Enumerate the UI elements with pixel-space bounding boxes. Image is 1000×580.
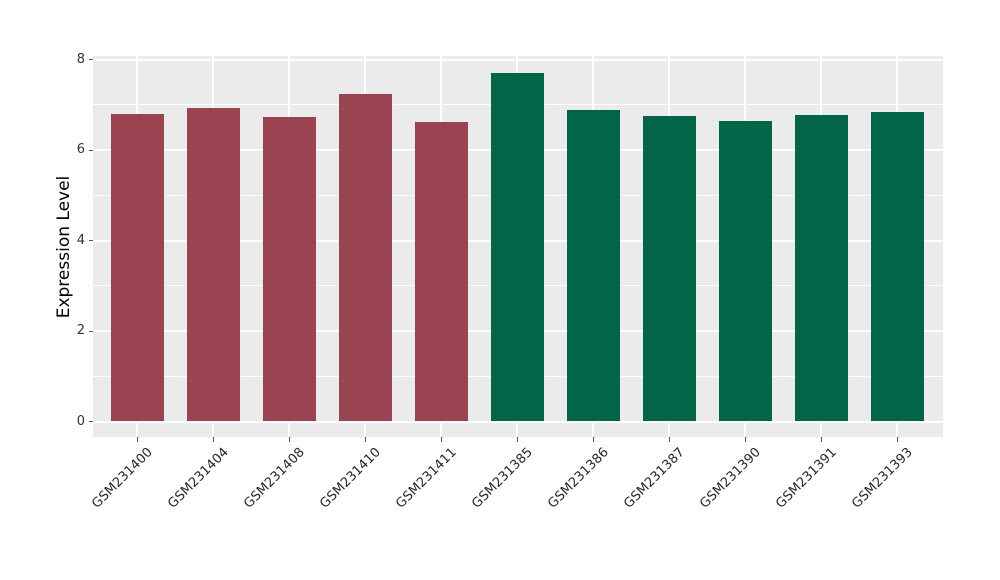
x-tick-mark — [668, 437, 670, 442]
bar-GSM231408 — [262, 117, 317, 422]
x-tick-label-text: GSM231390 — [697, 445, 764, 512]
y-tick-mark — [89, 330, 93, 332]
x-tick-mark — [896, 437, 898, 442]
x-tick-mark — [136, 437, 138, 442]
plot-panel — [93, 56, 943, 437]
x-tick-label-text: GSM231411 — [393, 445, 460, 512]
y-tick-label: 0 — [76, 413, 85, 429]
bar-GSM231391 — [794, 115, 849, 422]
x-tick-label-text: GSM231410 — [317, 445, 384, 512]
bar-GSM231386 — [566, 110, 621, 422]
bar-GSM231410 — [338, 94, 393, 422]
y-tick-label: 2 — [76, 323, 85, 338]
y-tick-label: 6 — [76, 142, 85, 157]
x-tick-label-text: GSM231400 — [89, 445, 156, 512]
bar-GSM231385 — [490, 73, 545, 422]
x-tick-label-text: GSM231393 — [849, 445, 916, 512]
y-tick-mark — [89, 421, 93, 422]
x-tick-label-text: GSM231387 — [621, 445, 688, 512]
x-tick-mark — [440, 437, 442, 442]
y-tick-label: 8 — [76, 51, 85, 67]
bar-GSM231400 — [110, 113, 165, 422]
x-tick-mark — [592, 437, 594, 442]
x-tick-mark — [212, 437, 214, 442]
x-tick-label-text: GSM231391 — [773, 445, 840, 512]
y-tick-mark — [89, 240, 93, 241]
x-tick-mark — [288, 437, 290, 442]
y-tick-mark — [89, 149, 93, 151]
y-tick-mark — [89, 59, 93, 60]
x-tick-label-text: GSM231386 — [545, 445, 612, 512]
bar-GSM231387 — [642, 115, 697, 422]
bar-GSM231390 — [718, 121, 773, 422]
x-tick-label-text: GSM231404 — [165, 445, 232, 512]
bar-GSM231393 — [870, 112, 925, 422]
x-tick-mark — [744, 437, 746, 442]
x-tick-mark — [364, 437, 366, 442]
bar-GSM231411 — [414, 121, 469, 422]
y-tick-label: 4 — [76, 232, 85, 248]
x-tick-mark — [516, 437, 518, 442]
x-tick-mark — [820, 437, 822, 442]
x-tick-label-text: GSM231408 — [241, 445, 308, 512]
bar-GSM231404 — [186, 108, 241, 422]
x-tick-label-text: GSM231385 — [469, 445, 536, 512]
